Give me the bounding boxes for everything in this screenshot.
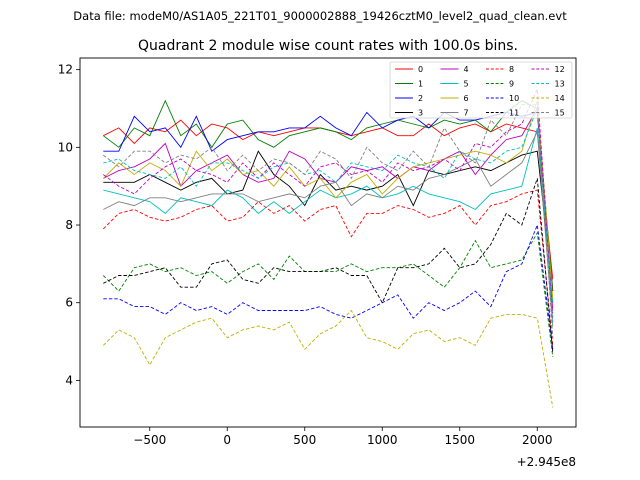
legend-label-14: 14	[555, 94, 565, 103]
legend-label-15: 15	[555, 109, 565, 118]
y-tick-label: 8	[65, 218, 73, 232]
x-tick-label: 1500	[444, 433, 475, 447]
series-line-8	[102, 189, 554, 346]
x-tick-label: 0	[223, 433, 231, 447]
legend-label-8: 8	[509, 65, 514, 74]
series-line-4	[103, 107, 554, 311]
legend-label-6: 6	[464, 94, 469, 103]
series-line-3	[103, 150, 554, 292]
chart-title: Quadrant 2 module wise count rates with …	[138, 38, 518, 54]
legend-label-2: 2	[418, 94, 423, 103]
series-line-5	[103, 127, 554, 303]
legend-label-5: 5	[464, 80, 469, 89]
chart-suptitle: Data file: modeM0/AS1A05_221T01_90000028…	[73, 9, 567, 23]
legend-label-7: 7	[464, 109, 469, 118]
series-line-10	[103, 224, 554, 350]
legend-label-0: 0	[418, 65, 423, 74]
legend-label-3: 3	[418, 109, 423, 118]
legend-label-9: 9	[509, 80, 514, 89]
legend-label-13: 13	[555, 80, 565, 89]
x-tick-label: 2000	[522, 433, 553, 447]
legend-label-4: 4	[464, 65, 469, 74]
y-tick-label: 4	[65, 373, 73, 387]
series-line-7	[103, 130, 554, 327]
axes-frame	[79, 57, 577, 428]
legend-label-1: 1	[418, 80, 423, 89]
series-line-11	[103, 178, 554, 354]
series-line-2	[103, 111, 554, 303]
x-offset-label: +2.945e8	[517, 455, 576, 469]
y-tick-label: 10	[58, 140, 73, 154]
series-line-6	[102, 100, 554, 299]
legend-label-12: 12	[555, 65, 565, 74]
series-line-12	[103, 88, 554, 319]
x-tick-label: −500	[133, 433, 166, 447]
series-line-9	[102, 231, 554, 358]
y-tick-label: 12	[58, 63, 73, 77]
series-line-13	[103, 108, 554, 323]
legend-label-11: 11	[509, 109, 519, 118]
legend-box	[389, 61, 573, 119]
series-line-1	[103, 99, 554, 292]
x-tick-label: 500	[293, 433, 316, 447]
legend-label-10: 10	[509, 94, 519, 103]
series-line-14	[102, 309, 554, 408]
x-tick-label: 1000	[367, 433, 398, 447]
series-line-15	[103, 104, 554, 338]
y-tick-label: 6	[65, 296, 73, 310]
